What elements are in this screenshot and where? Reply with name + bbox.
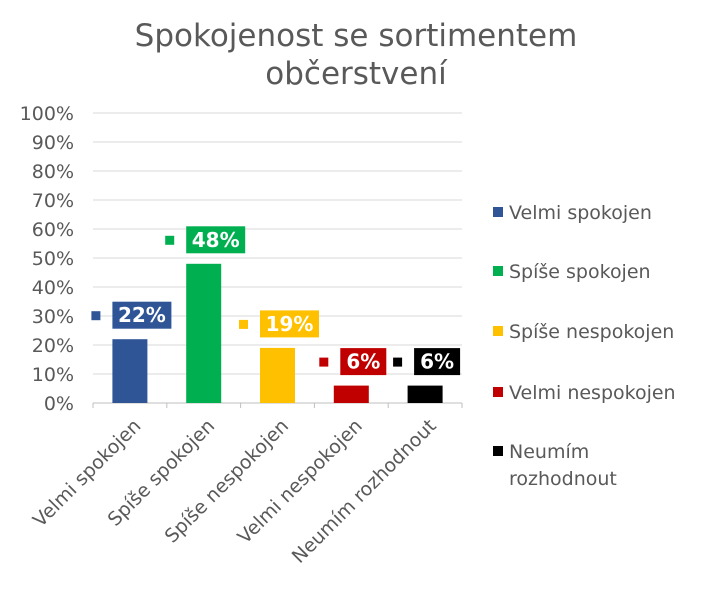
data-label-box xyxy=(112,301,172,329)
y-axis-ticks: 0% 10% 20% 30% 40% 50% 60% 70% 80% 90% 100% xyxy=(20,103,74,415)
data-label-box xyxy=(260,310,319,338)
legend-swatch xyxy=(493,387,503,397)
data-label: 22% xyxy=(118,303,166,327)
legend-label: Velmi nespokojen xyxy=(509,382,676,404)
x-category-label: Velmi nespokojen xyxy=(233,415,366,548)
data-label-key xyxy=(393,357,403,367)
data-label-key xyxy=(91,311,101,321)
data-label-box xyxy=(186,226,246,254)
legend-swatch xyxy=(493,207,503,217)
legend-swatch xyxy=(493,266,503,276)
data-label: 48% xyxy=(192,228,240,252)
y-tick-label: 70% xyxy=(32,190,74,212)
x-category-label: Spíše nespokojen xyxy=(161,415,293,547)
legend-label: Neumím xyxy=(509,441,589,463)
legend-label: Spíše spokojen xyxy=(509,261,651,283)
bar xyxy=(186,263,222,403)
data-label-box xyxy=(340,348,387,376)
y-tick-label: 20% xyxy=(32,335,74,357)
data-label: 6% xyxy=(420,350,454,374)
bar xyxy=(260,347,295,403)
x-category-label: Neumím rozhodnout xyxy=(288,415,441,568)
data-label: 6% xyxy=(346,350,380,374)
data-label-key xyxy=(165,235,175,245)
legend-label: Velmi spokojen xyxy=(509,202,652,224)
legend-swatch xyxy=(493,326,503,336)
bar xyxy=(333,385,369,403)
data-labels: 22% 48% 19% 6% 6% xyxy=(91,226,461,376)
legend-label: rozhodnout xyxy=(509,468,617,490)
bars xyxy=(112,263,443,403)
y-tick-label: 100% xyxy=(20,103,74,125)
y-tick-label: 90% xyxy=(32,132,74,154)
legend-label: Spíše nespokojen xyxy=(509,321,674,343)
y-tick-label: 60% xyxy=(32,219,74,241)
y-tick-label: 40% xyxy=(32,277,74,299)
y-tick-label: 10% xyxy=(32,364,74,386)
chart-title-line: Spokojenost se sortimentem xyxy=(135,18,578,54)
chart-title-line: občerstvení xyxy=(265,56,448,92)
data-label-key xyxy=(239,319,248,329)
y-tick-label: 50% xyxy=(32,248,74,270)
data-label: 19% xyxy=(266,312,314,336)
bar xyxy=(407,385,443,403)
data-label-key xyxy=(319,357,329,367)
legend-swatch xyxy=(493,446,503,456)
bar xyxy=(112,339,148,403)
gridlines xyxy=(92,112,463,408)
y-tick-label: 0% xyxy=(44,393,74,415)
data-label-box xyxy=(414,348,461,376)
y-tick-label: 30% xyxy=(32,306,74,328)
y-tick-label: 80% xyxy=(32,161,74,183)
legend: Velmi spokojen Spíše spokojen Spíše nespok… xyxy=(493,202,676,490)
